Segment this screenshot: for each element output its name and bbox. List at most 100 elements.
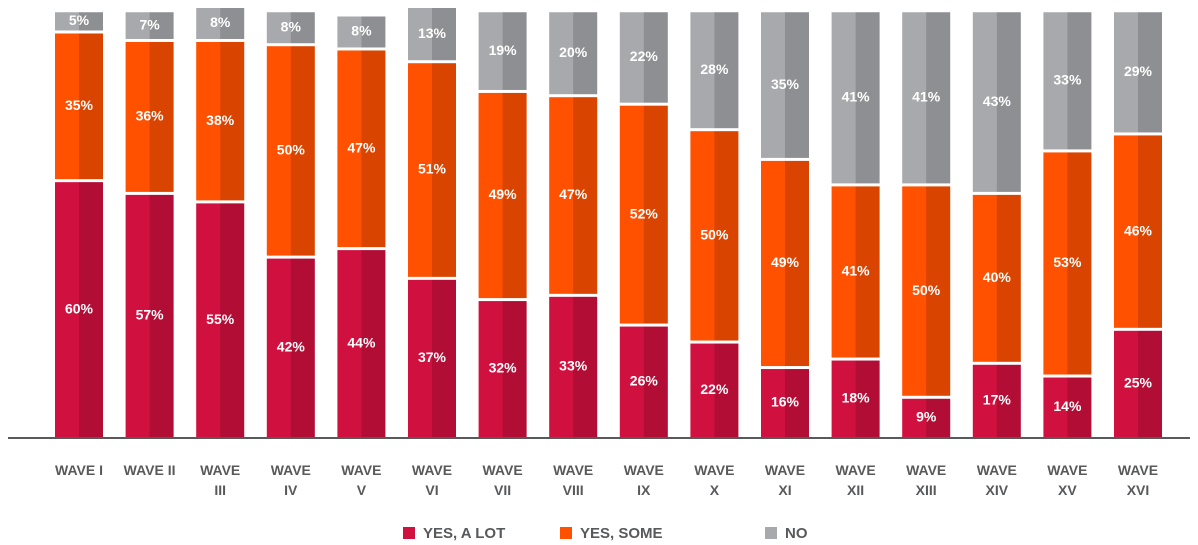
bar-shade	[79, 182, 103, 437]
value-label: 35%	[65, 97, 94, 113]
bar-shade	[643, 105, 668, 324]
x-tick-label: WAVE VIII	[553, 462, 594, 498]
bar-segment	[266, 46, 315, 256]
bar-shade	[573, 97, 598, 294]
bar-segment	[196, 41, 245, 201]
bar-shade	[855, 186, 880, 358]
value-label: 18%	[842, 389, 871, 405]
bar-segment	[55, 33, 103, 180]
value-label: 8%	[351, 23, 372, 39]
bar-segment	[55, 182, 103, 437]
value-label: 44%	[347, 334, 376, 350]
value-label: 35%	[771, 76, 800, 92]
bar-shade	[290, 46, 315, 256]
value-label: 41%	[912, 89, 941, 105]
bar-segment	[761, 12, 809, 158]
x-tick-label: WAVE III	[200, 462, 241, 498]
x-tick-label: WAVE XIII	[906, 462, 947, 498]
bar-shade	[996, 12, 1021, 192]
bar-segment	[266, 258, 315, 437]
value-label: 51%	[418, 161, 447, 177]
bar-shade	[361, 250, 386, 437]
bar-shade	[432, 279, 456, 437]
bar-segment	[902, 398, 951, 437]
bar-shade	[1067, 152, 1092, 375]
bar-shade	[220, 203, 245, 437]
bar-segment	[337, 250, 386, 437]
bar-shade	[79, 12, 103, 31]
bar-shade	[1138, 330, 1162, 437]
bar-segment	[549, 12, 598, 95]
bar-segment	[972, 12, 1021, 192]
bar-shade	[220, 41, 245, 201]
value-label: 40%	[983, 269, 1012, 285]
value-label: 41%	[842, 263, 871, 279]
value-label: 29%	[1124, 63, 1153, 79]
bar-segment	[196, 8, 245, 39]
x-tick-label: WAVE XV	[1047, 462, 1088, 498]
x-tick-label: WAVE IV	[270, 462, 311, 498]
value-label: 26%	[630, 372, 659, 388]
bar-segment	[196, 203, 245, 437]
x-tick-label: WAVE XI	[764, 462, 806, 498]
bar-shade	[1067, 12, 1092, 150]
bar-shade	[1067, 377, 1092, 437]
bar-shade	[220, 8, 245, 39]
legend-label: YES, SOME	[580, 525, 663, 542]
bar-shade	[714, 343, 739, 437]
bar-shade	[573, 12, 598, 95]
value-label: 42%	[277, 339, 306, 355]
bar-shade	[714, 12, 739, 129]
bar-segment	[690, 131, 739, 341]
value-label: 46%	[1124, 222, 1153, 238]
bar-segment	[1114, 12, 1162, 133]
value-label: 22%	[630, 48, 659, 64]
value-label: 13%	[418, 25, 447, 41]
bar-shade	[855, 12, 880, 184]
bar-segment	[761, 160, 809, 367]
bar-shade	[855, 360, 880, 437]
bar-shade	[573, 296, 598, 437]
value-label: 16%	[771, 394, 800, 410]
value-label: 32%	[489, 360, 518, 376]
bar-segment	[619, 105, 668, 324]
value-label: 5%	[69, 12, 90, 28]
x-tick-label: WAVE I	[55, 462, 103, 478]
legend-label: NO	[785, 525, 808, 542]
value-label: 50%	[700, 227, 729, 243]
value-label: 8%	[210, 14, 231, 30]
x-tick-label: WAVE II	[123, 462, 176, 478]
value-label: 14%	[1053, 398, 1082, 414]
bar-segment	[761, 369, 809, 437]
value-label: 50%	[277, 142, 306, 158]
value-label: 57%	[136, 307, 165, 323]
value-label: 49%	[771, 254, 800, 270]
bar-segment	[478, 92, 527, 299]
bar-segment	[972, 364, 1021, 437]
bar-shade	[361, 16, 386, 48]
legend-swatch	[403, 527, 415, 539]
bar-segment	[55, 12, 103, 31]
value-label: 8%	[281, 18, 302, 34]
bar-shade	[361, 50, 386, 248]
bar-segment	[125, 12, 174, 39]
bar-segment	[478, 12, 527, 90]
bar-shade	[926, 12, 951, 184]
bar-segment	[337, 16, 386, 48]
x-tick-label: WAVE X	[694, 462, 735, 498]
value-label: 53%	[1053, 254, 1082, 270]
value-label: 25%	[1124, 375, 1153, 391]
legend-label: YES, A LOT	[423, 525, 505, 542]
bar-segment	[902, 12, 951, 184]
value-label: 17%	[983, 392, 1012, 408]
bar-shade	[996, 364, 1021, 437]
x-tick-label: WAVE VII	[482, 462, 523, 498]
bar-segment	[972, 194, 1021, 362]
bar-segment	[408, 279, 456, 437]
value-label: 52%	[630, 205, 659, 221]
bar-shade	[149, 41, 174, 192]
bar-segment	[831, 186, 880, 358]
bar-segment	[690, 12, 739, 129]
value-label: 43%	[983, 93, 1012, 109]
x-tick-label: WAVE IX	[623, 462, 664, 498]
